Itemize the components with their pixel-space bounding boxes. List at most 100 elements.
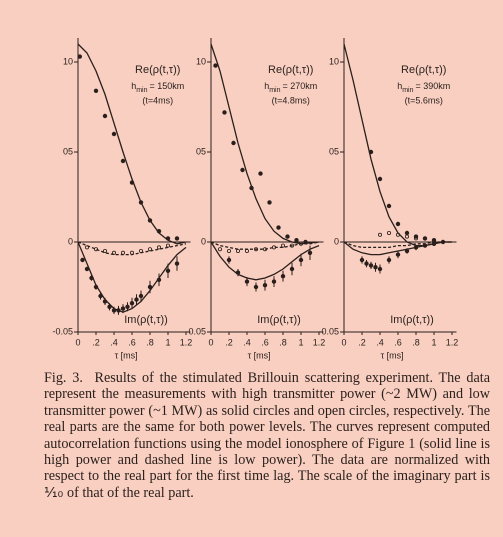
filled-point xyxy=(298,257,304,263)
open-point xyxy=(103,248,108,253)
solid-curve xyxy=(77,241,187,313)
x-tick-label: .2 xyxy=(92,337,100,347)
x-tick-label: 1.2 xyxy=(180,337,193,347)
open-point xyxy=(280,243,285,248)
filled-point xyxy=(262,283,268,288)
x-axis-label: τ [ms] xyxy=(115,350,138,360)
x-tick-label: .4 xyxy=(110,337,118,347)
filled-point xyxy=(267,200,272,205)
solid-curve xyxy=(210,241,320,281)
re-label: Re(ρ(t,τ)) xyxy=(401,64,446,76)
dashed-curve xyxy=(210,241,320,250)
x-axis-label: τ [ms] xyxy=(248,350,271,360)
filled-point xyxy=(129,301,135,306)
filled-point xyxy=(77,54,82,59)
filled-point xyxy=(395,221,401,227)
y-tick-label: 05 xyxy=(63,146,73,156)
filled-point xyxy=(368,263,374,268)
x-tick-label: 1 xyxy=(298,337,303,347)
y-tick-label: 10 xyxy=(196,56,206,66)
x-tick-label: .6 xyxy=(394,337,402,347)
filled-point xyxy=(373,265,378,270)
open-point xyxy=(121,250,126,255)
filled-point xyxy=(364,261,369,266)
filled-point xyxy=(285,234,290,239)
altitude-symbol: h xyxy=(264,81,269,91)
x-tick-label: .8 xyxy=(146,337,154,347)
open-point xyxy=(156,245,161,250)
altitude: hmin = 390km xyxy=(397,81,450,94)
x-tick-label: 0 xyxy=(75,337,80,347)
open-point xyxy=(85,245,90,250)
filled-point xyxy=(276,225,281,230)
filled-point xyxy=(258,171,263,176)
x-tick-label: 0 xyxy=(341,337,346,347)
altitude: hmin = 150km xyxy=(131,81,184,94)
filled-point xyxy=(422,236,428,241)
dashed-curve xyxy=(77,241,187,256)
y2-tick-label: -0.05 xyxy=(52,326,73,336)
filled-point xyxy=(386,203,392,209)
open-point xyxy=(404,234,409,239)
altitude-subscript: min xyxy=(269,87,280,94)
altitude: hmin = 270km xyxy=(264,81,317,94)
y-tick-label: 0 xyxy=(334,236,339,246)
altitude-symbol: h xyxy=(397,81,402,91)
im-label: Im(ρ(t,τ)) xyxy=(124,314,168,326)
x-tick-label: .2 xyxy=(358,337,366,347)
altitude-value: = 270km xyxy=(282,81,317,91)
filled-point xyxy=(222,110,227,115)
im-label: Im(ρ(t,τ)) xyxy=(257,314,301,326)
open-point xyxy=(147,247,152,252)
y-tick-label: 05 xyxy=(196,146,206,156)
filled-point xyxy=(395,252,401,257)
filled-point xyxy=(271,279,277,284)
time-label: (t=4ms) xyxy=(142,95,173,105)
solid-curve xyxy=(343,241,452,256)
filled-point xyxy=(102,113,108,119)
filled-point xyxy=(253,284,259,290)
open-point xyxy=(217,247,222,252)
altitude-subscript: min xyxy=(402,87,413,94)
altitude-symbol: h xyxy=(131,81,136,91)
x-tick-label: .4 xyxy=(243,337,251,347)
open-point xyxy=(377,232,382,237)
y2-tick-label: -0.05 xyxy=(185,326,206,336)
filled-point xyxy=(80,257,85,263)
open-point xyxy=(112,250,117,255)
x-tick-label: 1.2 xyxy=(313,337,326,347)
im-label: Im(ρ(t,τ)) xyxy=(390,314,434,326)
solid-curve xyxy=(77,43,187,245)
filled-point xyxy=(213,63,218,68)
caption-text: Results of the stimulated Brillouin scat… xyxy=(44,370,490,501)
filled-point xyxy=(231,140,236,146)
filled-point xyxy=(93,88,99,93)
open-point xyxy=(395,232,400,237)
open-point xyxy=(235,248,240,253)
caption: Fig. 3. Results of the stimulated Brillo… xyxy=(44,370,490,501)
filled-point xyxy=(404,230,410,236)
filled-point xyxy=(134,297,139,302)
y-tick-label: 05 xyxy=(329,146,339,156)
altitude-value: = 150km xyxy=(149,81,184,91)
dashed-curve xyxy=(343,241,452,249)
x-tick-label: 1 xyxy=(165,337,170,347)
y-tick-label: 0 xyxy=(68,236,73,246)
filled-point xyxy=(165,268,171,273)
filled-point xyxy=(174,261,180,266)
re-label: Re(ρ(t,τ)) xyxy=(135,64,180,76)
x-tick-label: .6 xyxy=(128,337,136,347)
filled-point xyxy=(174,236,180,241)
open-point xyxy=(386,230,391,235)
caption-label: Fig. 3. xyxy=(44,370,83,386)
time-label: (t=5.6ms) xyxy=(405,95,443,105)
x-axis-label: τ [ms] xyxy=(381,350,404,360)
filled-point xyxy=(289,266,295,272)
x-tick-label: 0 xyxy=(208,337,213,347)
filled-point xyxy=(226,257,232,263)
filled-point xyxy=(240,167,245,173)
filled-point xyxy=(280,274,286,279)
y-tick-label: 10 xyxy=(329,56,339,66)
